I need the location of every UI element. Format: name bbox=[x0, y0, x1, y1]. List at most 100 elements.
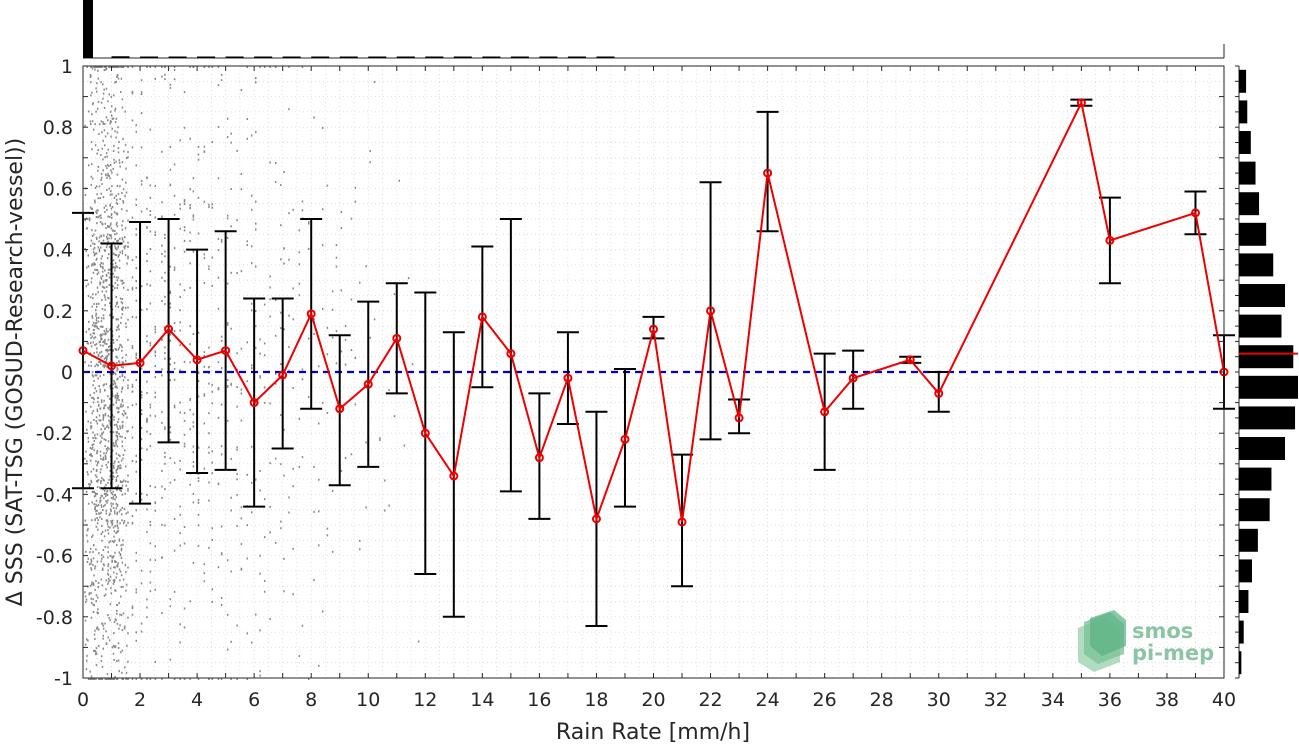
scatter-point bbox=[91, 305, 94, 308]
scatter-point bbox=[111, 555, 113, 558]
scatter-point bbox=[100, 173, 103, 176]
scatter-point bbox=[146, 391, 148, 394]
scatter-point bbox=[100, 257, 103, 260]
scatter-point bbox=[96, 286, 99, 289]
scatter-point bbox=[146, 252, 148, 255]
scatter-point bbox=[96, 480, 99, 483]
scatter-point bbox=[105, 227, 107, 230]
scatter-point bbox=[179, 459, 181, 462]
scatter-point bbox=[122, 543, 124, 546]
scatter-point bbox=[122, 286, 125, 289]
scatter-point bbox=[92, 233, 95, 236]
scatter-point bbox=[104, 342, 106, 345]
scatter-point bbox=[220, 339, 223, 342]
top-hist-bar bbox=[339, 56, 358, 58]
scatter-point bbox=[112, 579, 115, 582]
scatter-point bbox=[197, 395, 200, 398]
scatter-point bbox=[94, 649, 96, 652]
scatter-point bbox=[108, 284, 111, 287]
scatter-point bbox=[96, 347, 98, 350]
scatter-point bbox=[101, 266, 104, 269]
scatter-point bbox=[107, 446, 109, 449]
scatter-point bbox=[105, 447, 108, 450]
x-axis-label: Rain Rate [mm/h] bbox=[556, 720, 750, 745]
scatter-point bbox=[203, 572, 206, 575]
series-point bbox=[192, 355, 202, 365]
scatter-point bbox=[119, 165, 121, 168]
series-point bbox=[677, 517, 687, 527]
scatter-point bbox=[97, 479, 100, 482]
scatter-point bbox=[102, 92, 105, 95]
scatter-point bbox=[331, 290, 334, 293]
scatter-point bbox=[149, 445, 152, 448]
scatter-point bbox=[88, 219, 91, 222]
scatter-point bbox=[388, 504, 390, 507]
scatter-point bbox=[154, 501, 157, 504]
scatter-point bbox=[146, 448, 148, 451]
scatter-point bbox=[240, 506, 243, 509]
scatter-point bbox=[102, 314, 105, 317]
scatter-point bbox=[114, 347, 117, 350]
scatter-point bbox=[90, 560, 93, 563]
scatter-point bbox=[118, 539, 121, 542]
scatter-point bbox=[110, 227, 113, 230]
scatter-point bbox=[173, 378, 176, 381]
scatter-point bbox=[113, 275, 115, 278]
scatter-point bbox=[112, 394, 114, 397]
scatter-point bbox=[211, 206, 214, 209]
scatter-point bbox=[90, 562, 92, 565]
scatter-point bbox=[86, 529, 89, 532]
scatter-point bbox=[118, 602, 120, 605]
scatter-point bbox=[115, 254, 118, 257]
scatter-point bbox=[113, 530, 116, 533]
scatter-point bbox=[94, 229, 97, 232]
scatter-point bbox=[154, 588, 157, 591]
scatter-point bbox=[89, 244, 92, 247]
scatter-point bbox=[124, 227, 127, 230]
scatter-point bbox=[183, 360, 186, 363]
scatter-point bbox=[87, 283, 89, 286]
scatter-point bbox=[86, 66, 88, 68]
scatter-point bbox=[95, 236, 98, 239]
scatter-point bbox=[113, 541, 115, 544]
scatter-point bbox=[99, 419, 102, 422]
scatter-point bbox=[116, 369, 118, 372]
scatter-point bbox=[111, 519, 114, 522]
scatter-point bbox=[116, 302, 118, 305]
scatter-point bbox=[113, 510, 116, 513]
scatter-point bbox=[140, 146, 143, 149]
scatter-point bbox=[146, 531, 148, 534]
scatter-point bbox=[307, 222, 310, 225]
scatter-point bbox=[103, 234, 105, 237]
scatter-point bbox=[96, 450, 99, 453]
scatter-point bbox=[116, 475, 119, 478]
right-hist-bar bbox=[1239, 498, 1270, 522]
scatter-point bbox=[135, 124, 138, 127]
scatter-point bbox=[344, 363, 347, 366]
scatter-point bbox=[140, 458, 143, 461]
scatter-point bbox=[127, 338, 129, 341]
scatter-point bbox=[269, 531, 271, 534]
scatter-point bbox=[108, 66, 110, 68]
scatter-point bbox=[117, 246, 119, 249]
scatter-point bbox=[105, 359, 108, 362]
scatter-point bbox=[183, 607, 186, 610]
scatter-point bbox=[114, 230, 116, 233]
scatter-point bbox=[140, 498, 143, 501]
scatter-point bbox=[92, 401, 95, 404]
scatter-point bbox=[146, 420, 148, 423]
scatter-point bbox=[117, 283, 119, 286]
scatter-point bbox=[99, 434, 102, 437]
scatter-point bbox=[140, 447, 143, 450]
scatter-point bbox=[103, 340, 106, 343]
scatter-point bbox=[108, 419, 110, 422]
scatter-point bbox=[255, 228, 257, 231]
scatter-point bbox=[92, 598, 94, 601]
scatter-point bbox=[114, 121, 117, 124]
scatter-point bbox=[100, 101, 103, 104]
scatter-point bbox=[226, 117, 229, 120]
scatter-point bbox=[90, 597, 93, 600]
scatter-point bbox=[317, 510, 320, 513]
scatter-point bbox=[96, 273, 99, 276]
scatter-point bbox=[101, 337, 103, 340]
